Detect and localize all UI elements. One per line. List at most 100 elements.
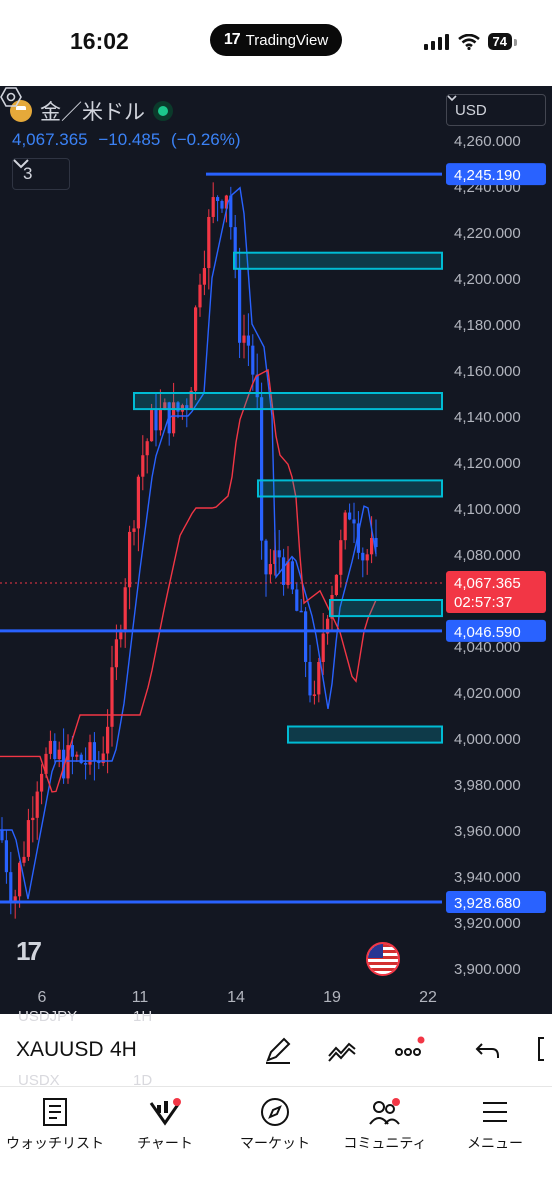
tab-menu[interactable]: メニュー — [440, 1097, 550, 1153]
y-axis-tick-label: 4,220.000 — [454, 225, 521, 242]
candle-body — [106, 726, 110, 754]
y-axis-tick-label: 3,960.000 — [454, 823, 521, 840]
price-line-label: 3,928.680 — [454, 895, 521, 912]
candle-body — [84, 763, 88, 765]
chart-canvas[interactable]: 4,260.000 4,240.000 4,220.000 4,200.000 4,18… — [0, 86, 552, 1014]
chart-icon — [149, 1098, 181, 1126]
candle-body — [194, 307, 198, 391]
candle-body — [317, 661, 321, 695]
x-axis-tick-label: 14 — [227, 989, 245, 1006]
candle-body — [224, 195, 228, 209]
tab-label: ウォッチリスト — [6, 1135, 104, 1151]
price-line-label: 4,046.590 — [454, 624, 521, 641]
candle-body — [352, 519, 356, 524]
candle-body — [172, 402, 176, 434]
tab-community[interactable]: コミュニティ — [330, 1097, 440, 1153]
supply-demand-zone — [233, 251, 443, 270]
candle-body — [4, 840, 8, 873]
tab-markets[interactable]: マーケット — [220, 1097, 330, 1153]
candle-body — [308, 661, 312, 696]
chart-settings-icon[interactable] — [0, 86, 22, 108]
y-axis-tick-label: 4,260.000 — [454, 133, 521, 150]
candle-body — [150, 410, 154, 442]
candle-body — [53, 740, 57, 760]
indicators-icon[interactable] — [326, 1034, 358, 1066]
candle-body — [361, 552, 365, 561]
more-options-icon[interactable] — [394, 1034, 426, 1066]
y-axis-tick-label: 3,940.000 — [454, 869, 521, 886]
candle-body — [79, 754, 83, 764]
candle-body — [75, 754, 79, 757]
candle-body — [119, 632, 123, 640]
timeframe-picker[interactable]: 4H — [110, 1038, 137, 1061]
bottom-tab-bar: ウォッチリスト チャート マーケット コミュニティ メニュー — [0, 1086, 552, 1200]
candle-body — [229, 195, 233, 228]
candle-body — [185, 405, 189, 410]
tab-watchlist[interactable]: ウォッチリスト — [0, 1097, 110, 1153]
candle-body — [339, 540, 343, 575]
y-axis-tick-label: 3,900.000 — [454, 961, 521, 978]
currency-select[interactable]: USD — [446, 94, 546, 126]
candle-body — [57, 749, 61, 760]
battery-icon: 74 — [487, 33, 518, 50]
price-chart[interactable]: 4,260.0004,240.0004,220.0004,200.0004,18… — [0, 86, 552, 1014]
candle-body — [141, 455, 145, 477]
community-icon — [369, 1098, 400, 1125]
status-icons: 74 — [423, 33, 518, 50]
us-flag-icon[interactable] — [366, 942, 400, 976]
indicator-count: 3 — [23, 164, 33, 183]
status-time: 16:02 — [70, 28, 129, 54]
y-axis-tick-label: 4,080.000 — [454, 547, 521, 564]
price-line-label-bg — [446, 619, 546, 642]
candle-body — [35, 791, 39, 818]
menu-icon — [483, 1102, 507, 1122]
moving-average-slow — [0, 368, 377, 793]
tab-label: マーケット — [240, 1135, 310, 1151]
y-axis-tick-label: 3,920.000 — [454, 915, 521, 932]
tradingview-logo-icon: 17 — [223, 31, 241, 48]
candle-body — [88, 742, 92, 765]
candle-body — [92, 742, 96, 762]
candle-body — [70, 745, 74, 757]
candle-body — [132, 528, 136, 532]
ghost-symbol: USDJPY — [18, 1008, 78, 1025]
candle-body — [13, 896, 17, 901]
x-axis-tick-label: 11 — [132, 989, 149, 1006]
y-axis-tick-label: 3,980.000 — [454, 777, 521, 794]
candle-body — [189, 390, 193, 410]
candle-body — [176, 402, 180, 412]
tab-label: チャート — [137, 1135, 193, 1151]
symbol-picker[interactable]: XAUUSD — [16, 1038, 104, 1061]
candle-body — [277, 550, 281, 558]
market-open-icon — [153, 101, 173, 121]
candle-body — [97, 761, 101, 764]
candle-body — [295, 589, 299, 611]
y-axis-tick-label: 4,200.000 — [454, 271, 521, 288]
price-change-pct: (−0.26%) — [171, 130, 241, 149]
y-axis-tick-label: 4,160.000 — [454, 363, 521, 380]
app-indicator-pill: 17 TradingView — [210, 24, 342, 56]
symbol-header[interactable]: 金／米ドル — [10, 96, 173, 126]
ghost-timeframe: 1D — [133, 1072, 153, 1089]
fullscreen-icon[interactable] — [534, 1034, 552, 1066]
candle-body — [154, 410, 158, 431]
candle-body — [40, 773, 44, 792]
candle-body — [273, 550, 277, 564]
tab-chart[interactable]: チャート — [110, 1097, 220, 1153]
candle-body — [312, 694, 316, 696]
candle-body — [44, 753, 48, 774]
symbol-name: 金／米ドル — [40, 101, 145, 124]
candle-body — [158, 409, 162, 431]
candle-body — [18, 862, 22, 897]
indicators-toggle-button[interactable]: 3 — [12, 158, 70, 190]
candle-body — [290, 561, 294, 590]
candle-body — [163, 402, 167, 410]
signal-icon — [423, 33, 449, 50]
moving-average-fast — [0, 186, 377, 900]
undo-icon[interactable] — [472, 1034, 504, 1066]
drawing-pen-icon[interactable] — [262, 1034, 294, 1066]
last-price: 4,067.365 — [12, 130, 88, 149]
chart-toolbar: USDJPY 1H USDX 1D XAUUSD 4H — [0, 1008, 552, 1089]
candle-body — [365, 554, 369, 561]
candle-body — [282, 557, 286, 585]
